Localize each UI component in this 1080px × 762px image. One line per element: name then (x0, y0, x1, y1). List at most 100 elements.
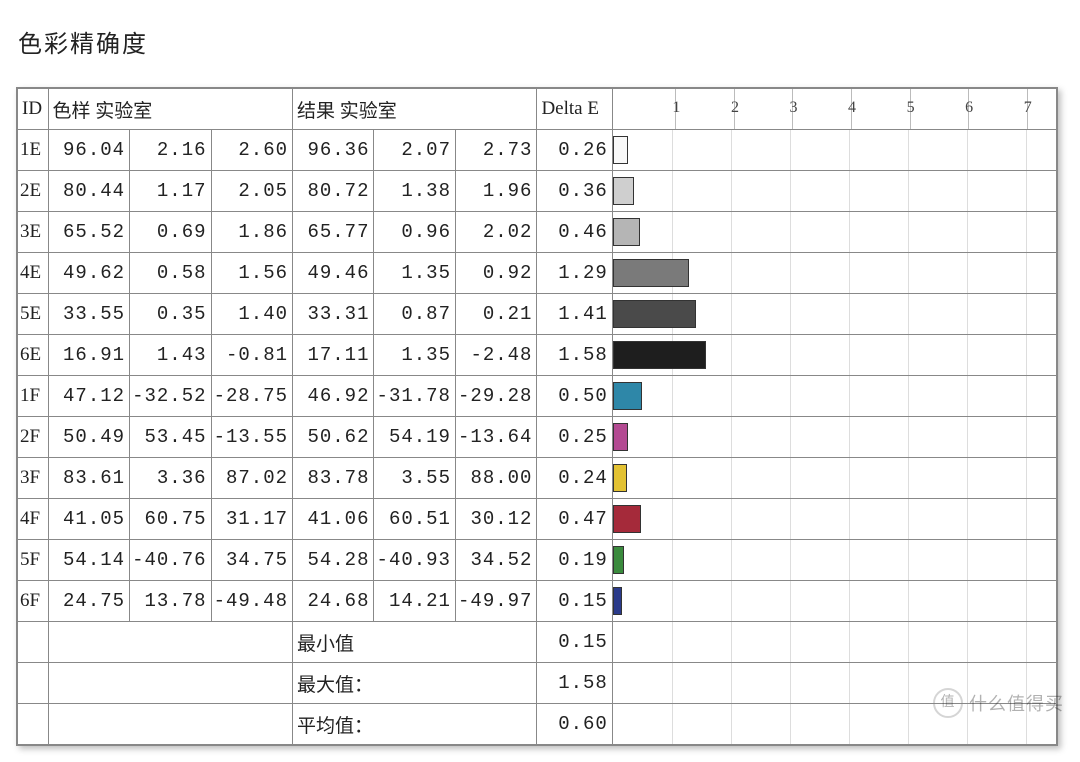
cell-sample: -49.48 (211, 581, 292, 622)
cell-delta: 0.26 (537, 130, 612, 171)
cell-result: 46.92 (293, 376, 374, 417)
cell-result: 34.52 (455, 540, 536, 581)
cell-sample: -32.52 (130, 376, 211, 417)
cell-result: 14.21 (374, 581, 455, 622)
table-row: 3E65.520.691.8665.770.962.020.46 (18, 212, 1057, 253)
header-sample: 色样 实验室 (48, 89, 292, 130)
cell-id: 4E (18, 253, 49, 294)
cell-sample: 1.40 (211, 294, 292, 335)
cell-delta: 1.58 (537, 335, 612, 376)
cell-sample: 1.43 (130, 335, 211, 376)
cell-sample: -0.81 (211, 335, 292, 376)
cell-result: 0.21 (455, 294, 536, 335)
summary-row: 平均值：0.60 (18, 704, 1057, 745)
summary-row: 最大值：1.58 (18, 663, 1057, 704)
table-row: 6F24.7513.78-49.4824.6814.21-49.970.15 (18, 581, 1057, 622)
cell-bar (612, 171, 1056, 212)
cell-sample: 1.86 (211, 212, 292, 253)
cell-sample: 47.12 (48, 376, 129, 417)
header-delta: Delta E (537, 89, 612, 130)
cell-result: 3.55 (374, 458, 455, 499)
summary-label: 最大值： (293, 663, 537, 704)
cell-sample: 1.56 (211, 253, 292, 294)
cell-sample: 50.49 (48, 417, 129, 458)
cell-result: 83.78 (293, 458, 374, 499)
cell-result: 1.35 (374, 253, 455, 294)
cell-sample: 53.45 (130, 417, 211, 458)
table-row: 5E33.550.351.4033.310.870.211.41 (18, 294, 1057, 335)
cell-result: 1.35 (374, 335, 455, 376)
table-row: 3F83.613.3687.0283.783.5588.000.24 (18, 458, 1057, 499)
cell-result: -2.48 (455, 335, 536, 376)
cell-sample: 2.60 (211, 130, 292, 171)
cell-sample: 1.17 (130, 171, 211, 212)
cell-bar (612, 253, 1056, 294)
cell-sample: 0.69 (130, 212, 211, 253)
cell-sample: 13.78 (130, 581, 211, 622)
cell-sample: 0.58 (130, 253, 211, 294)
cell-delta: 0.25 (537, 417, 612, 458)
cell-sample: 96.04 (48, 130, 129, 171)
axis-tick: 7 (1027, 89, 1028, 129)
summary-value: 1.58 (537, 663, 612, 704)
summary-value: 0.15 (537, 622, 612, 663)
table-row: 6E16.911.43-0.8117.111.35-2.481.58 (18, 335, 1057, 376)
cell-sample: 83.61 (48, 458, 129, 499)
cell-sample: 65.52 (48, 212, 129, 253)
cell-bar (612, 212, 1056, 253)
cell-sample: 2.16 (130, 130, 211, 171)
axis-tick: 3 (792, 89, 793, 129)
cell-delta: 0.46 (537, 212, 612, 253)
cell-result: 80.72 (293, 171, 374, 212)
cell-result: 2.02 (455, 212, 536, 253)
cell-delta: 1.41 (537, 294, 612, 335)
cell-bar (612, 581, 1056, 622)
cell-result: 2.07 (374, 130, 455, 171)
cell-id: 2E (18, 171, 49, 212)
cell-sample: 2.05 (211, 171, 292, 212)
axis-tick: 2 (734, 89, 735, 129)
header-result: 结果 实验室 (293, 89, 537, 130)
color-accuracy-table: ID 色样 实验室 结果 实验室 Delta E 1234567 1E96.04… (16, 87, 1058, 746)
cell-sample: 33.55 (48, 294, 129, 335)
cell-id: 3E (18, 212, 49, 253)
cell-sample: 87.02 (211, 458, 292, 499)
cell-sample: 0.35 (130, 294, 211, 335)
axis-tick: 6 (968, 89, 969, 129)
cell-result: 41.06 (293, 499, 374, 540)
cell-result: 0.96 (374, 212, 455, 253)
cell-id: 3F (18, 458, 49, 499)
cell-result: -29.28 (455, 376, 536, 417)
cell-bar (612, 417, 1056, 458)
cell-sample: 3.36 (130, 458, 211, 499)
cell-result: 17.11 (293, 335, 374, 376)
cell-sample: 41.05 (48, 499, 129, 540)
table-row: 5F54.14-40.7634.7554.28-40.9334.520.19 (18, 540, 1057, 581)
cell-result: 50.62 (293, 417, 374, 458)
summary-label: 最小值 (293, 622, 537, 663)
axis-tick: 4 (851, 89, 852, 129)
cell-result: -49.97 (455, 581, 536, 622)
cell-sample: -13.55 (211, 417, 292, 458)
cell-result: 30.12 (455, 499, 536, 540)
cell-sample: 16.91 (48, 335, 129, 376)
cell-result: 0.87 (374, 294, 455, 335)
cell-result: -40.93 (374, 540, 455, 581)
cell-bar (612, 294, 1056, 335)
cell-sample: -40.76 (130, 540, 211, 581)
cell-id: 6F (18, 581, 49, 622)
cell-id: 1F (18, 376, 49, 417)
header-row: ID 色样 实验室 结果 实验室 Delta E 1234567 (18, 89, 1057, 130)
cell-id: 5F (18, 540, 49, 581)
cell-sample: 60.75 (130, 499, 211, 540)
cell-sample: 80.44 (48, 171, 129, 212)
cell-bar (612, 376, 1056, 417)
cell-result: 96.36 (293, 130, 374, 171)
header-chart-axis: 1234567 (612, 89, 1056, 130)
cell-result: 2.73 (455, 130, 536, 171)
cell-delta: 0.36 (537, 171, 612, 212)
cell-sample: 54.14 (48, 540, 129, 581)
cell-id: 2F (18, 417, 49, 458)
cell-result: 60.51 (374, 499, 455, 540)
cell-bar (612, 335, 1056, 376)
